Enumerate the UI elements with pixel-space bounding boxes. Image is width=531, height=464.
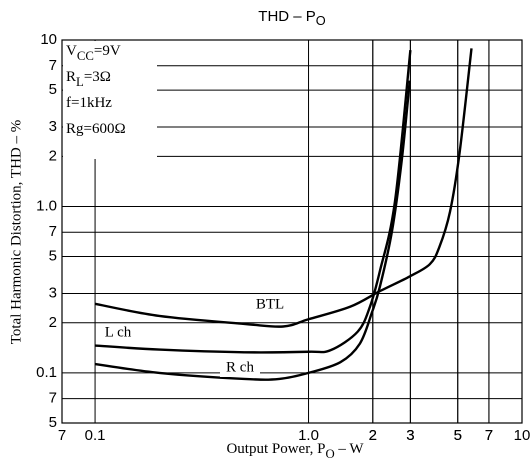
- y-axis-title: Total Harmonic Distortion, THD – %: [8, 120, 24, 344]
- annotation-sub: L: [76, 75, 84, 89]
- annotation-part: Rg=600Ω: [66, 121, 126, 137]
- y-tick-label: 1.0: [36, 197, 57, 214]
- annotation-part: =9V: [94, 43, 121, 59]
- chart-title-sub: O: [316, 13, 326, 28]
- series-label-bg: [250, 296, 290, 314]
- annotation-part: f=1kHz: [66, 95, 112, 111]
- y-tick-label: 3: [49, 118, 57, 135]
- annotation: Rg=600Ω: [66, 121, 126, 137]
- x-tick-label: 0.1: [85, 427, 106, 444]
- y-tick-label: 5: [49, 414, 57, 431]
- x-tick-label: 7: [485, 427, 493, 444]
- x-tick-label: 3: [406, 427, 414, 444]
- annotation-part: R: [66, 69, 76, 85]
- plot-frame: [61, 39, 523, 424]
- x-tick-label: 10: [514, 427, 531, 444]
- series-label: BTL: [256, 296, 284, 312]
- annotation-part: V: [66, 43, 77, 59]
- annotation-box: [63, 41, 157, 159]
- series-label: L ch: [105, 324, 132, 340]
- annotation-sub: CC: [77, 49, 94, 63]
- y-tick-label: 2: [49, 314, 57, 331]
- x-axis-title-part: Output Power, P: [226, 441, 325, 457]
- annotation: f=1kHz: [66, 95, 112, 111]
- series-label-bg: [98, 324, 138, 342]
- series-line: [94, 80, 411, 381]
- annotation: VCC=9V: [66, 43, 121, 62]
- x-tick-label: 2: [369, 427, 377, 444]
- annotation-part: =3Ω: [84, 69, 111, 85]
- y-tick-label: 7: [49, 57, 57, 74]
- series-label: R ch: [226, 359, 254, 375]
- chart-title-part: THD – P: [258, 8, 316, 25]
- x-tick-label: 7: [485, 427, 493, 444]
- series-label-bg: [220, 359, 260, 377]
- annotation: RL=3Ω: [66, 69, 111, 88]
- x-tick-label: 1.0: [298, 427, 319, 444]
- y-tick-label: 2: [49, 147, 57, 164]
- chart-title: THD – PO: [258, 8, 326, 28]
- x-tick-label: 7: [58, 427, 66, 444]
- x-tick-label: 5: [454, 427, 462, 444]
- x-axis-title-sub: O: [325, 447, 334, 461]
- x-axis-title: Output Power, PO – W: [226, 441, 364, 460]
- y-tick-label: 0.1: [36, 364, 57, 381]
- y-tick-label: 10: [40, 31, 57, 48]
- x-tick-label: 2: [369, 427, 377, 444]
- y-tick-label: 7: [49, 223, 57, 240]
- y-tick-label: 7: [49, 390, 57, 407]
- x-tick-label: 5: [454, 427, 462, 444]
- series-line: [94, 49, 412, 354]
- x-tick-label: 3: [406, 427, 414, 444]
- y-tick-label: 3: [49, 284, 57, 301]
- y-tick-label: 5: [49, 81, 57, 98]
- x-axis-title-part: – W: [335, 441, 365, 457]
- y-tick-label: 5: [49, 248, 57, 265]
